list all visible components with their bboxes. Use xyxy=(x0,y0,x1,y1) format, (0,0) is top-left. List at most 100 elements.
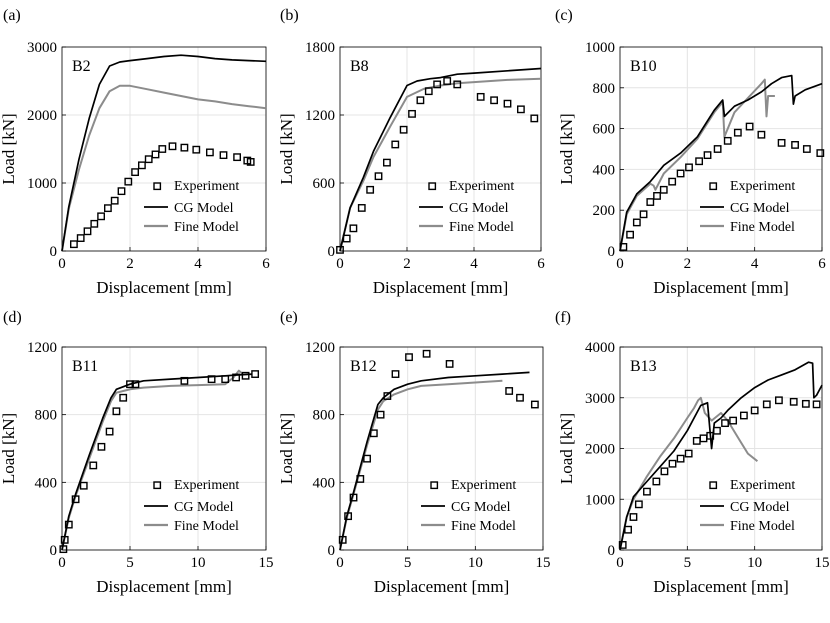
legend-cg-label: CG Model xyxy=(174,201,234,216)
experiment-point xyxy=(221,375,230,384)
experiment-point xyxy=(399,125,408,134)
experiment-point xyxy=(383,392,392,400)
chart-panel-2: (b) 0 2 4 6 0 600 1200 1800 Displacement [mm] Load… xyxy=(277,7,545,297)
x-axis-label: Displacement [mm] xyxy=(96,577,232,596)
x-tick-label: 10 xyxy=(747,555,762,571)
experiment-point xyxy=(668,177,677,186)
experiment-point xyxy=(733,128,742,137)
experiment-point xyxy=(391,370,400,378)
experiment-point xyxy=(89,461,98,470)
experiment-point xyxy=(233,153,241,162)
x-tick-label: 6 xyxy=(537,256,545,272)
experiment-point xyxy=(762,400,771,409)
x-axis-label: Displacement [mm] xyxy=(373,278,509,297)
y-tick-label: 400 xyxy=(313,475,336,491)
experiment-point xyxy=(137,161,146,170)
experiment-point xyxy=(624,525,632,534)
panel-label: (a) xyxy=(3,7,21,24)
panel-label: (e) xyxy=(280,309,298,326)
experiment-point xyxy=(632,218,641,227)
experiment-point xyxy=(342,234,351,243)
cg-model-line xyxy=(339,67,542,252)
experiment-point xyxy=(79,481,88,490)
experiment-point xyxy=(653,192,661,200)
experiment-point xyxy=(629,513,638,521)
x-tick-label: 10 xyxy=(191,555,206,571)
experiment-point xyxy=(699,434,708,443)
cg-model-line xyxy=(619,361,823,551)
axes-box xyxy=(339,346,544,551)
cg-model-line xyxy=(339,371,530,551)
experiment-point xyxy=(695,157,704,166)
experiment-point xyxy=(516,393,524,402)
x-tick-label: 0 xyxy=(58,256,66,272)
panel-label: (f) xyxy=(555,309,571,326)
experiment-point xyxy=(241,371,250,380)
legend-fine-label: Fine Model xyxy=(730,220,795,235)
axes-box xyxy=(61,346,267,551)
experiment-point xyxy=(692,436,701,445)
experiment-point xyxy=(703,151,712,160)
y-axis-label: Load [kN] xyxy=(277,413,296,484)
experiment-point xyxy=(676,454,685,463)
experiment-point xyxy=(750,406,759,415)
x-tick-label: 0 xyxy=(616,256,624,272)
experiment-point xyxy=(168,142,177,151)
experiment-point xyxy=(124,177,133,186)
y-axis-label: Load [kN] xyxy=(0,113,18,184)
experiment-point xyxy=(383,158,391,167)
experiment-point xyxy=(685,163,693,172)
experiment-point xyxy=(97,442,106,451)
panel-label: (b) xyxy=(280,7,299,24)
axes-box xyxy=(61,46,267,252)
experiment-point xyxy=(791,141,799,149)
y-tick-label: 0 xyxy=(328,543,336,559)
experiment-point xyxy=(713,145,722,153)
y-tick-label: 0 xyxy=(50,244,58,260)
x-tick-label: 15 xyxy=(815,555,830,571)
experiment-point xyxy=(119,393,128,402)
chart-title: B12 xyxy=(350,358,377,375)
experiment-point xyxy=(349,224,358,233)
legend-fine-label: Fine Model xyxy=(449,220,514,235)
legend-fine-label: Fine Model xyxy=(730,519,795,534)
y-tick-label: 3000 xyxy=(585,391,615,407)
x-tick-label: 4 xyxy=(194,256,202,272)
experiment-point xyxy=(76,234,85,242)
legend-cg-label: CG Model xyxy=(730,201,790,216)
cg-model-line xyxy=(61,373,253,551)
experiment-point xyxy=(619,243,628,251)
y-tick-label: 600 xyxy=(593,122,616,138)
experiment-point xyxy=(660,467,669,476)
chart-panel-4: (d) 0 5 10 15 0 400 800 1200 Displacement [mm] Loa… xyxy=(0,309,274,596)
legend-cg-label: CG Model xyxy=(451,500,511,515)
legend-experiment-label: Experiment xyxy=(174,179,239,194)
chart-title: B2 xyxy=(72,58,91,75)
experiment-point xyxy=(503,99,512,108)
x-tick-label: 2 xyxy=(403,256,411,272)
experiment-point xyxy=(789,397,798,406)
y-tick-label: 0 xyxy=(608,543,616,559)
legend-experiment-label: Experiment xyxy=(730,179,795,194)
experiment-point xyxy=(207,375,216,384)
experiment-point xyxy=(652,477,661,486)
experiment-point xyxy=(376,410,385,419)
x-tick-label: 0 xyxy=(58,555,66,571)
chart-title: B8 xyxy=(350,58,369,75)
y-tick-label: 1200 xyxy=(305,340,335,356)
y-tick-label: 800 xyxy=(313,408,336,424)
legend-fine-label: Fine Model xyxy=(174,519,239,534)
experiment-point xyxy=(646,198,655,206)
fine-model-line xyxy=(619,78,775,252)
legend-fine-label: Fine Model xyxy=(451,519,516,534)
experiment-point xyxy=(816,149,825,157)
experiment-point xyxy=(659,185,668,194)
legend-experiment-label: Experiment xyxy=(449,179,514,194)
experiment-point xyxy=(97,212,106,221)
experiment-point xyxy=(112,407,121,416)
experiment-point xyxy=(232,373,240,382)
x-tick-label: 4 xyxy=(470,256,478,272)
experiment-point xyxy=(336,245,344,254)
experiment-point xyxy=(721,419,729,428)
experiment-point xyxy=(706,431,715,440)
